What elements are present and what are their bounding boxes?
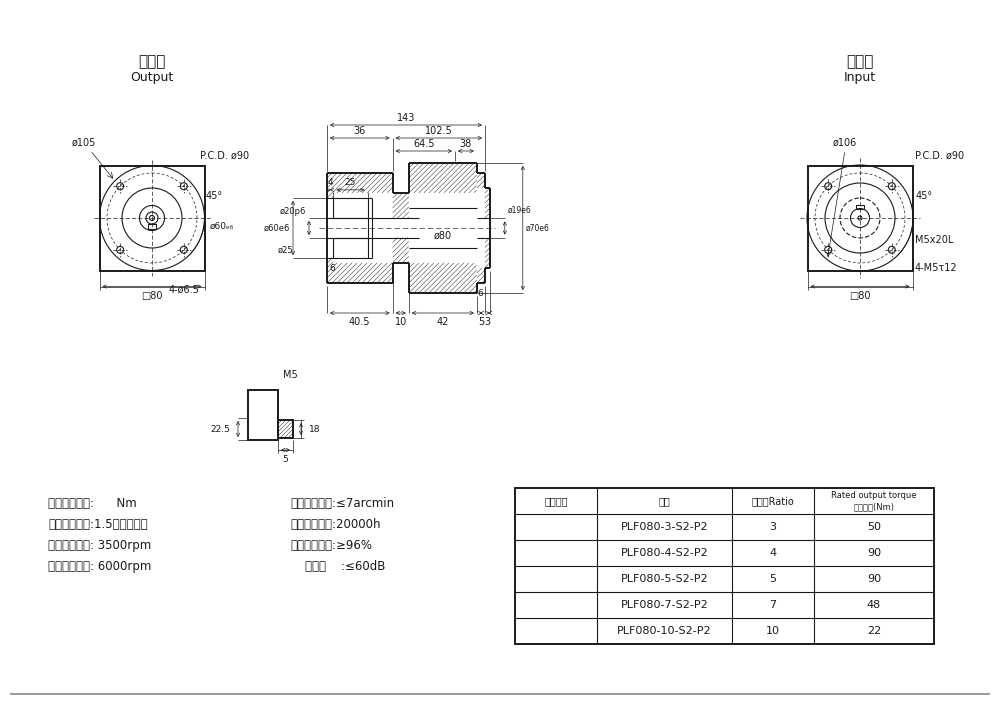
- Text: 36: 36: [354, 126, 366, 136]
- Text: 平均使用小命:20000h: 平均使用小命:20000h: [290, 518, 380, 531]
- Text: 客户选型: 客户选型: [544, 496, 568, 506]
- Text: 40.5: 40.5: [349, 317, 371, 327]
- Text: 4-ø6.5: 4-ø6.5: [169, 285, 199, 295]
- Bar: [515, 488, 934, 644]
- Bar: [100, 165, 205, 270]
- Text: 5: 5: [478, 317, 484, 327]
- Text: 5: 5: [283, 455, 288, 464]
- Text: 22.5: 22.5: [210, 424, 230, 433]
- Text: 45°: 45°: [916, 191, 933, 201]
- Text: 4-M5τ12: 4-M5τ12: [915, 263, 958, 273]
- Text: 4: 4: [769, 548, 777, 558]
- Text: ø106: ø106: [833, 138, 857, 148]
- Text: ø19e6: ø19e6: [508, 206, 532, 215]
- Text: 143: 143: [397, 113, 415, 123]
- Text: PLF080-5-S2-P2: PLF080-5-S2-P2: [621, 574, 708, 584]
- Text: ø80: ø80: [434, 231, 452, 241]
- Text: 90: 90: [867, 548, 881, 558]
- Bar: [248, 390, 278, 440]
- Text: ø60e6: ø60e6: [264, 224, 290, 232]
- Text: 90: 90: [867, 574, 881, 584]
- Text: PLF080-7-S2-P2: PLF080-7-S2-P2: [621, 600, 708, 610]
- Text: 38: 38: [460, 139, 472, 149]
- Text: 额定输入转速: 3500rpm: 额定输入转速: 3500rpm: [48, 539, 151, 552]
- Text: ø20p6: ø20p6: [280, 208, 306, 217]
- Text: 噪音値    :≤60dB: 噪音値 :≤60dB: [290, 560, 385, 573]
- Text: 6: 6: [329, 263, 335, 273]
- Text: 输入端: 输入端: [846, 54, 874, 69]
- Text: ø60ₑ₆: ø60ₑ₆: [210, 222, 234, 230]
- Text: P.C.D. ø90: P.C.D. ø90: [200, 151, 249, 161]
- Text: □80: □80: [141, 292, 163, 301]
- Text: 6: 6: [477, 289, 483, 297]
- Text: Output: Output: [130, 71, 174, 83]
- Text: 42: 42: [437, 317, 449, 327]
- Text: ø70e6: ø70e6: [526, 224, 550, 232]
- Text: ø25: ø25: [277, 246, 293, 255]
- Bar: [278, 420, 293, 438]
- Text: 最大输入转速: 6000rpm: 最大输入转速: 6000rpm: [48, 560, 151, 573]
- Text: 额定输出扭矩:      Nm: 额定输出扭矩: Nm: [48, 497, 137, 510]
- Bar: [856, 205, 864, 208]
- Text: PLF080-10-S2-P2: PLF080-10-S2-P2: [617, 626, 712, 636]
- Text: 3: 3: [770, 522, 776, 532]
- Text: 普通回程背隙:≤7arcmin: 普通回程背隙:≤7arcmin: [290, 497, 394, 510]
- Text: 22: 22: [867, 626, 881, 636]
- Text: M5x20L: M5x20L: [915, 235, 953, 245]
- Text: 满载传动效率:≥96%: 满载传动效率:≥96%: [290, 539, 372, 552]
- Text: 10: 10: [766, 626, 780, 636]
- Text: 型号: 型号: [659, 496, 670, 506]
- Text: 25: 25: [345, 179, 356, 187]
- Text: 50: 50: [867, 522, 881, 532]
- Text: Rated output torque: Rated output torque: [831, 491, 917, 501]
- Text: P.C.D. ø90: P.C.D. ø90: [915, 151, 964, 161]
- Bar: [148, 224, 156, 229]
- Text: M5: M5: [283, 370, 298, 380]
- Text: 最大输出扭矩:1.5倍额定扭矩: 最大输出扭矩:1.5倍额定扭矩: [48, 518, 148, 531]
- Text: 10: 10: [395, 317, 407, 327]
- Text: 48: 48: [867, 600, 881, 610]
- Text: 减速比Ratio: 减速比Ratio: [752, 496, 794, 506]
- Text: ø105: ø105: [72, 138, 96, 148]
- Bar: [808, 165, 912, 270]
- Text: 102.5: 102.5: [425, 126, 453, 136]
- Text: 64.5: 64.5: [413, 139, 435, 149]
- Text: 3: 3: [484, 317, 490, 327]
- Text: 45°: 45°: [206, 191, 223, 201]
- Text: 18: 18: [309, 424, 320, 433]
- Text: PLF080-4-S2-P2: PLF080-4-S2-P2: [621, 548, 708, 558]
- Text: 输出端: 输出端: [138, 54, 166, 69]
- Text: □80: □80: [849, 292, 871, 301]
- Text: 4: 4: [327, 179, 333, 187]
- Text: 5: 5: [770, 574, 776, 584]
- Text: PLF080-3-S2-P2: PLF080-3-S2-P2: [621, 522, 708, 532]
- Text: 额定扭矩(Nm): 额定扭矩(Nm): [854, 503, 895, 512]
- Text: Input: Input: [844, 71, 876, 83]
- Text: 7: 7: [769, 600, 777, 610]
